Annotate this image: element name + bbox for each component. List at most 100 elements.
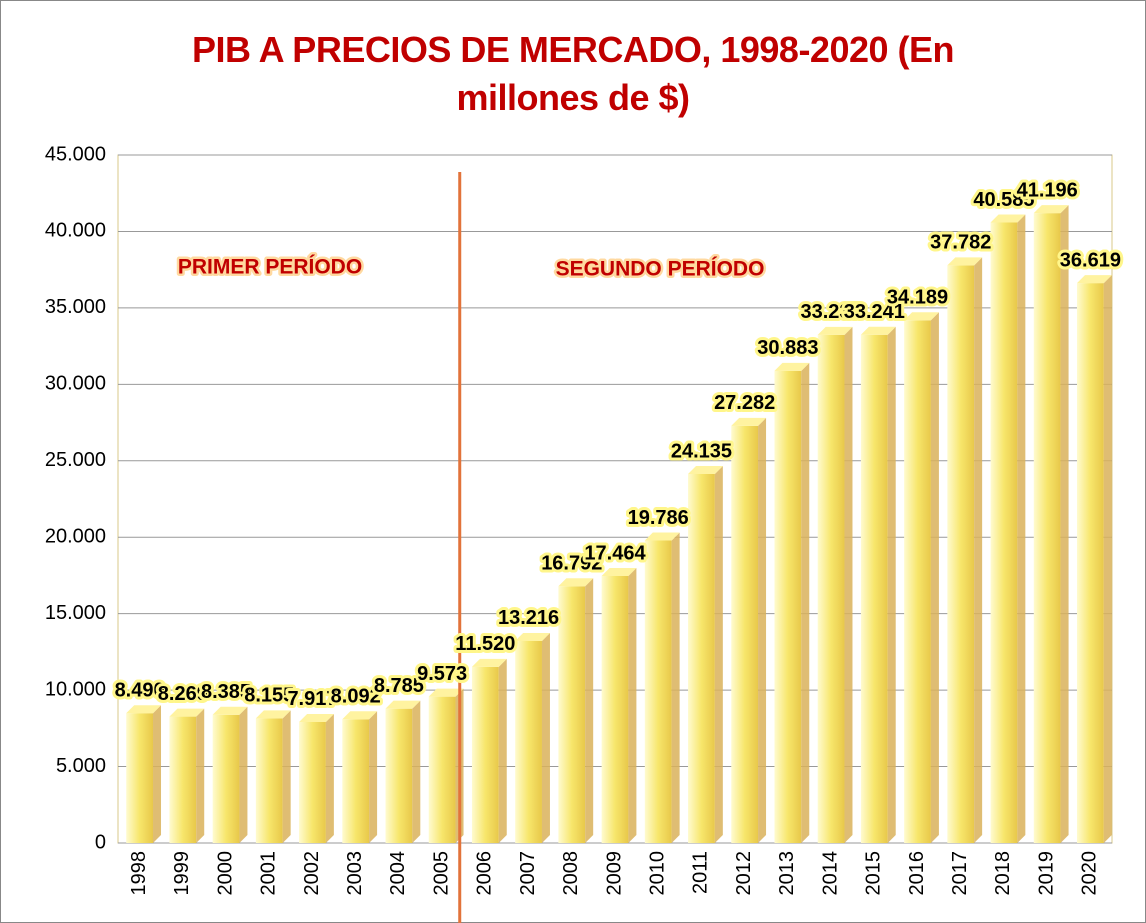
bar-top: [126, 705, 162, 714]
bar: [904, 320, 931, 843]
bar-side: [412, 700, 421, 843]
data-label: 41.196: [1017, 179, 1078, 201]
data-label: 17.464: [584, 542, 646, 564]
bar-top: [212, 706, 248, 715]
bar: [471, 666, 499, 843]
x-tick-label: 2001: [258, 851, 280, 896]
y-tick-label: 40.000: [45, 220, 106, 242]
x-tick-label: 2009: [603, 851, 625, 896]
bar: [169, 716, 197, 843]
bar-side: [1060, 205, 1069, 843]
bar-top: [1033, 205, 1069, 214]
data-label: 40.585: [973, 189, 1034, 211]
bar-top: [385, 700, 421, 709]
x-tick-label: 2016: [906, 851, 928, 896]
bar-top: [558, 578, 594, 587]
bar-side: [628, 567, 637, 843]
bar: [126, 713, 154, 843]
x-tick-label: 2019: [1035, 851, 1057, 896]
bar: [1033, 213, 1061, 843]
bar: [644, 540, 672, 843]
data-label: 8.785: [374, 675, 424, 697]
bar: [255, 718, 283, 843]
bar-side: [153, 705, 162, 843]
bar-side: [714, 466, 723, 843]
x-tick-label: 2000: [214, 851, 236, 896]
data-label: 13.216: [498, 607, 559, 629]
bar-top: [817, 326, 853, 335]
x-tick-label: 2008: [560, 851, 582, 896]
bar-side: [239, 706, 248, 843]
bar-top: [688, 466, 723, 475]
bar-top: [990, 214, 1026, 223]
x-tick-label: 1998: [128, 851, 150, 896]
bar: [774, 370, 802, 843]
bar-side: [196, 708, 205, 843]
bar-side: [844, 326, 853, 843]
y-tick-label: 15.000: [45, 602, 106, 624]
data-label: 24.135: [671, 440, 732, 462]
bar-side: [541, 632, 550, 843]
x-tick-label: 2018: [992, 851, 1014, 896]
data-label: 8.155: [244, 685, 294, 707]
x-tick-label: 2005: [430, 851, 452, 896]
bar-side: [585, 578, 594, 843]
bar-top: [904, 312, 939, 321]
chart-title: PIB A PRECIOS DE MERCADO, 1998-2020 (En …: [191, 29, 955, 118]
bar: [428, 696, 456, 843]
data-label: 8.385: [201, 681, 251, 703]
bar: [212, 714, 240, 843]
y-tick-label: 35.000: [45, 296, 106, 318]
annotation: PRIMER PERÍODO: [178, 256, 362, 279]
bar-top: [255, 710, 291, 719]
x-tick-label: 1999: [171, 851, 193, 896]
bar-top: [342, 711, 378, 720]
y-tick-label: 5.000: [56, 755, 106, 777]
x-tick-label: 2017: [949, 851, 971, 896]
bar-top: [601, 567, 637, 576]
bar: [688, 474, 715, 843]
bar-side: [887, 326, 896, 843]
bar-top: [299, 713, 334, 722]
x-tick-label: 2011: [690, 851, 712, 894]
bar-top: [1076, 275, 1112, 284]
bar-side: [671, 532, 680, 843]
y-tick-label: 10.000: [45, 678, 106, 700]
data-label: 33.237: [801, 301, 862, 323]
x-tick-label: 2004: [387, 851, 409, 896]
bar-top: [731, 417, 767, 426]
data-label: 34.189: [887, 287, 948, 309]
bar: [385, 708, 413, 843]
bar-top: [947, 257, 983, 266]
data-label: 37.782: [930, 232, 991, 254]
bar-top: [428, 688, 464, 697]
bar-top: [644, 532, 680, 541]
bar: [817, 334, 845, 843]
data-label: 11.520: [455, 633, 515, 655]
bar-top: [774, 362, 810, 371]
data-label: 8.490: [115, 679, 165, 701]
bar-side: [282, 710, 291, 843]
y-tick-label: 20.000: [45, 526, 106, 548]
x-tick-label: 2013: [776, 851, 798, 896]
data-label: 27.282: [714, 392, 775, 414]
bar: [299, 721, 326, 843]
x-tick-label: 2014: [819, 851, 841, 896]
data-label: 36.619: [1060, 249, 1121, 271]
bar: [990, 222, 1018, 844]
annotation: SEGUNDO PERÍODO: [556, 258, 765, 281]
x-tick-label: 2020: [1079, 851, 1101, 896]
bar-top: [860, 326, 896, 335]
data-label: 8.092: [331, 686, 381, 708]
x-tick-label: 2010: [646, 851, 668, 896]
bar: [342, 719, 370, 843]
y-tick-label: 30.000: [45, 373, 106, 395]
bar-top: [515, 632, 550, 641]
bar-side: [974, 257, 983, 843]
bar: [601, 575, 629, 843]
y-tick-label: 45.000: [45, 143, 106, 165]
bar: [860, 334, 888, 843]
y-tick-label: 25.000: [45, 449, 106, 471]
x-tick-label: 2003: [344, 851, 366, 896]
